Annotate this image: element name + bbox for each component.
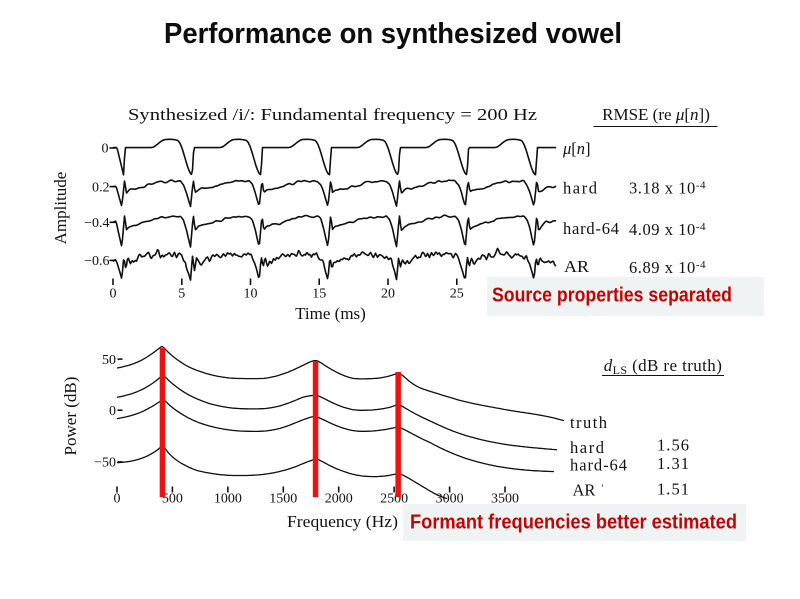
svg-text:RMSE (re μ[n]): RMSE (re μ[n]) xyxy=(602,105,710,124)
svg-text:10: 10 xyxy=(244,287,258,302)
svg-text:hard-64: hard-64 xyxy=(563,219,619,238)
svg-text:500: 500 xyxy=(162,492,183,507)
svg-text:0: 0 xyxy=(102,142,109,157)
svg-text:AR: AR xyxy=(564,257,589,276)
svg-text:0: 0 xyxy=(114,492,121,507)
svg-text:dLS (dB re truth): dLS (dB re truth) xyxy=(604,356,723,377)
svg-text:50: 50 xyxy=(102,353,116,368)
svg-text:truth: truth xyxy=(570,413,608,432)
svg-text:μ[n]: μ[n] xyxy=(562,139,591,158)
svg-text:1.56: 1.56 xyxy=(657,436,689,455)
svg-text:Synthesized /i/: Fundamental f: Synthesized /i/: Fundamental frequency =… xyxy=(128,105,538,124)
svg-text:hard-64: hard-64 xyxy=(570,456,627,475)
svg-text:3000: 3000 xyxy=(436,492,464,507)
svg-text:5: 5 xyxy=(178,287,185,302)
svg-text:2500: 2500 xyxy=(380,492,408,507)
svg-text:Power (dB): Power (dB) xyxy=(61,377,80,456)
svg-text:6.89 x 10-4: 6.89 x 10-4 xyxy=(629,258,706,277)
svg-text:1500: 1500 xyxy=(269,492,297,507)
svg-text:0: 0 xyxy=(110,287,117,302)
svg-text:Frequency (Hz): Frequency (Hz) xyxy=(287,512,398,531)
svg-text:Performance on synthesized vow: Performance on synthesized vowel xyxy=(164,18,622,50)
svg-text:Time (ms): Time (ms) xyxy=(295,304,366,323)
svg-text:Formant frequencies better est: Formant frequencies better estimated xyxy=(410,512,737,534)
svg-text:25: 25 xyxy=(450,287,464,302)
svg-text:2000: 2000 xyxy=(325,492,353,507)
svg-text:0: 0 xyxy=(109,404,116,419)
svg-text:1.51: 1.51 xyxy=(657,480,689,499)
svg-text:0.2: 0.2 xyxy=(92,180,110,195)
svg-text:1.31: 1.31 xyxy=(657,454,689,473)
svg-text:−0.6: −0.6 xyxy=(84,254,109,269)
svg-text:−50: −50 xyxy=(94,456,116,471)
svg-text:20: 20 xyxy=(381,287,395,302)
svg-text:3.18 x 10-4: 3.18 x 10-4 xyxy=(629,179,706,198)
svg-text:Amplitude: Amplitude xyxy=(51,172,70,245)
svg-text:−0.4: −0.4 xyxy=(84,216,109,231)
svg-text:Source properties separated: Source properties separated xyxy=(492,285,732,307)
svg-text:1000: 1000 xyxy=(214,492,242,507)
svg-text:4.09 x 10-4: 4.09 x 10-4 xyxy=(629,220,706,239)
svg-text:3500: 3500 xyxy=(491,492,519,507)
svg-text:15: 15 xyxy=(312,287,326,302)
